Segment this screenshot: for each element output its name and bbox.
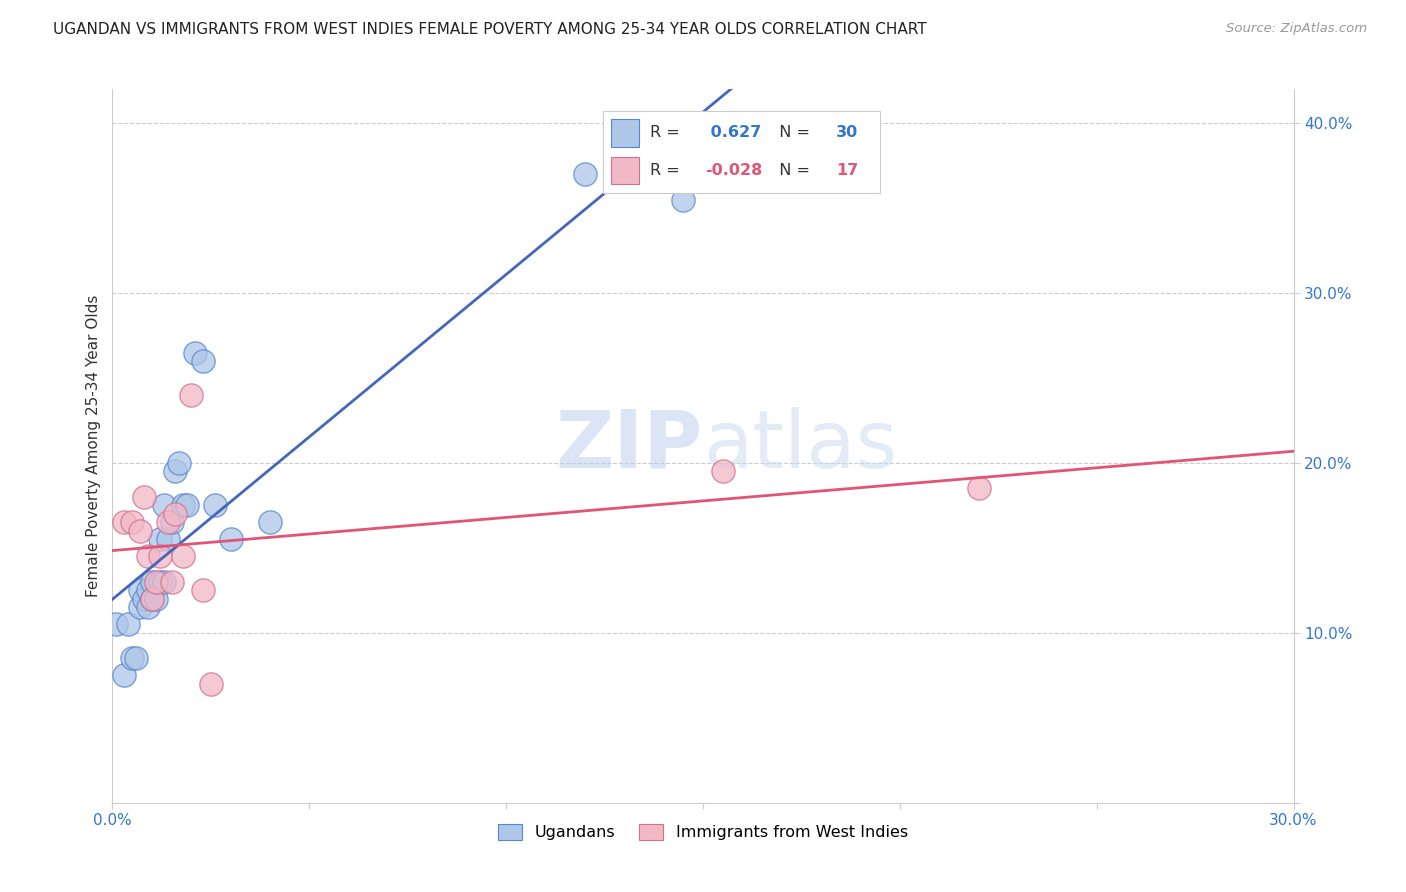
Point	[141, 574, 163, 589]
Point	[129, 600, 152, 615]
Point	[711, 465, 734, 479]
Point	[180, 388, 202, 402]
Text: ZIP: ZIP	[555, 407, 703, 485]
Point	[121, 516, 143, 530]
Point	[149, 533, 172, 547]
Point	[191, 583, 214, 598]
Point	[672, 193, 695, 207]
Point	[172, 549, 194, 564]
Point	[117, 617, 139, 632]
Point	[219, 533, 242, 547]
Point	[145, 591, 167, 606]
Point	[156, 516, 179, 530]
Point	[149, 574, 172, 589]
Text: atlas: atlas	[703, 407, 897, 485]
Point	[149, 549, 172, 564]
Text: UGANDAN VS IMMIGRANTS FROM WEST INDIES FEMALE POVERTY AMONG 25-34 YEAR OLDS CORR: UGANDAN VS IMMIGRANTS FROM WEST INDIES F…	[53, 22, 927, 37]
Point	[112, 668, 135, 682]
Point	[136, 600, 159, 615]
Point	[141, 591, 163, 606]
Point	[136, 549, 159, 564]
Point	[125, 651, 148, 665]
Point	[259, 516, 281, 530]
Point	[200, 677, 222, 691]
Point	[176, 499, 198, 513]
Point	[112, 516, 135, 530]
Legend: Ugandans, Immigrants from West Indies: Ugandans, Immigrants from West Indies	[489, 816, 917, 848]
Point	[574, 167, 596, 181]
Point	[169, 456, 191, 470]
Point	[160, 516, 183, 530]
Text: Source: ZipAtlas.com: Source: ZipAtlas.com	[1226, 22, 1367, 36]
Point	[191, 354, 214, 368]
Point	[132, 591, 155, 606]
Point	[152, 574, 174, 589]
Point	[156, 533, 179, 547]
Point	[136, 583, 159, 598]
Point	[204, 499, 226, 513]
Y-axis label: Female Poverty Among 25-34 Year Olds: Female Poverty Among 25-34 Year Olds	[86, 295, 101, 597]
Point	[172, 499, 194, 513]
Point	[165, 507, 187, 521]
Point	[129, 583, 152, 598]
Point	[160, 574, 183, 589]
Point	[967, 482, 990, 496]
Point	[184, 345, 207, 359]
Point	[165, 465, 187, 479]
Point	[141, 591, 163, 606]
Point	[104, 617, 127, 632]
Point	[152, 499, 174, 513]
Point	[132, 490, 155, 504]
Point	[121, 651, 143, 665]
Point	[129, 524, 152, 538]
Point	[145, 574, 167, 589]
